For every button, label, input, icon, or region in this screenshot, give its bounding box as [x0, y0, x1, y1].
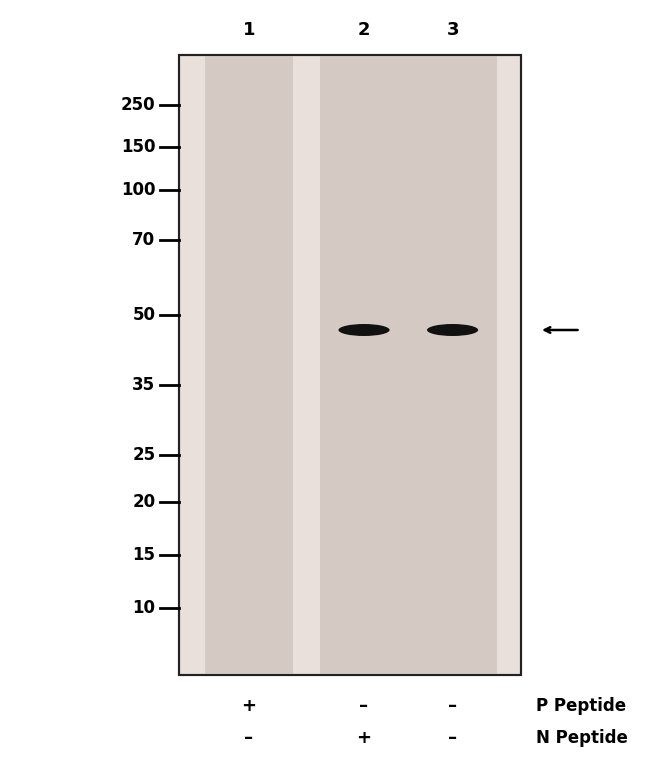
Text: +: +	[356, 729, 372, 747]
Text: 70: 70	[133, 231, 155, 249]
Bar	[320, 55, 408, 675]
Text: 10: 10	[133, 599, 155, 617]
Text: 50: 50	[133, 306, 155, 324]
Bar	[205, 55, 293, 675]
Text: 150: 150	[121, 138, 155, 156]
Text: –: –	[244, 729, 254, 747]
Text: 250: 250	[121, 96, 155, 114]
Text: 2: 2	[358, 21, 370, 39]
Ellipse shape	[339, 324, 389, 336]
Text: 35: 35	[133, 376, 155, 394]
Text: –: –	[359, 697, 369, 715]
Text: N Peptide: N Peptide	[536, 729, 628, 747]
Text: –: –	[448, 729, 457, 747]
Text: 15: 15	[133, 546, 155, 564]
Ellipse shape	[427, 324, 478, 336]
Bar	[408, 55, 497, 675]
Text: +: +	[241, 697, 256, 715]
Text: 1: 1	[242, 21, 255, 39]
Text: 20: 20	[133, 493, 155, 511]
Text: P Peptide: P Peptide	[536, 697, 627, 715]
Text: –: –	[448, 697, 457, 715]
Bar	[179, 55, 521, 675]
Text: 100: 100	[121, 181, 155, 199]
Text: 25: 25	[133, 446, 155, 464]
Text: 3: 3	[447, 21, 459, 39]
Bar	[179, 55, 521, 675]
